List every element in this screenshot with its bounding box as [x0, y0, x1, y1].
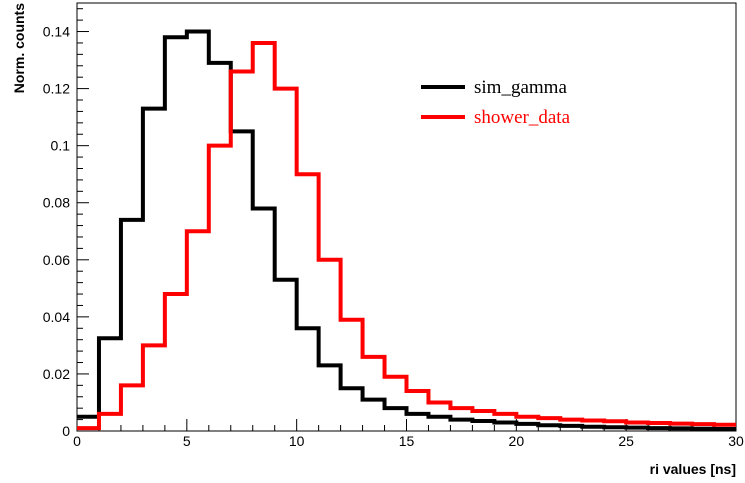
y-tick-label: 0.14: [43, 24, 70, 40]
x-axis-title: ri values [ns]: [650, 461, 736, 477]
x-tick-label: 15: [399, 433, 415, 449]
series-layer: [77, 29, 736, 432]
x-tick-label: 30: [728, 433, 744, 449]
legend-label-sim-gamma: sim_gamma: [474, 77, 567, 98]
legend: sim_gamma shower_data: [421, 77, 571, 128]
y-axis-title: Norm. counts: [11, 3, 27, 93]
y-tick-label: 0.08: [43, 195, 70, 211]
x-tick-label: 0: [73, 433, 81, 449]
y-tick-label: 0: [62, 423, 70, 439]
x-tick-label: 25: [618, 433, 634, 449]
y-tick-label: 0.02: [43, 366, 70, 382]
y-tick-label: 0.12: [43, 81, 70, 97]
y-tick-label: 0.1: [51, 138, 71, 154]
y-tick-label: 0.04: [43, 309, 70, 325]
x-tick-label: 10: [289, 433, 305, 449]
plot-frame: [76, 2, 737, 432]
y-tick-label: 0.06: [43, 252, 70, 268]
x-tick-label: 20: [509, 433, 525, 449]
series-line-sim-gamma: [77, 29, 736, 432]
legend-label-shower-data: shower_data: [474, 107, 571, 128]
series-line-shower-data: [77, 40, 736, 431]
x-tick-label: 5: [183, 433, 191, 449]
y-axis: 0 0.02 0.04 0.06 0.08 0.1 0.12 0.14: [43, 8, 89, 439]
